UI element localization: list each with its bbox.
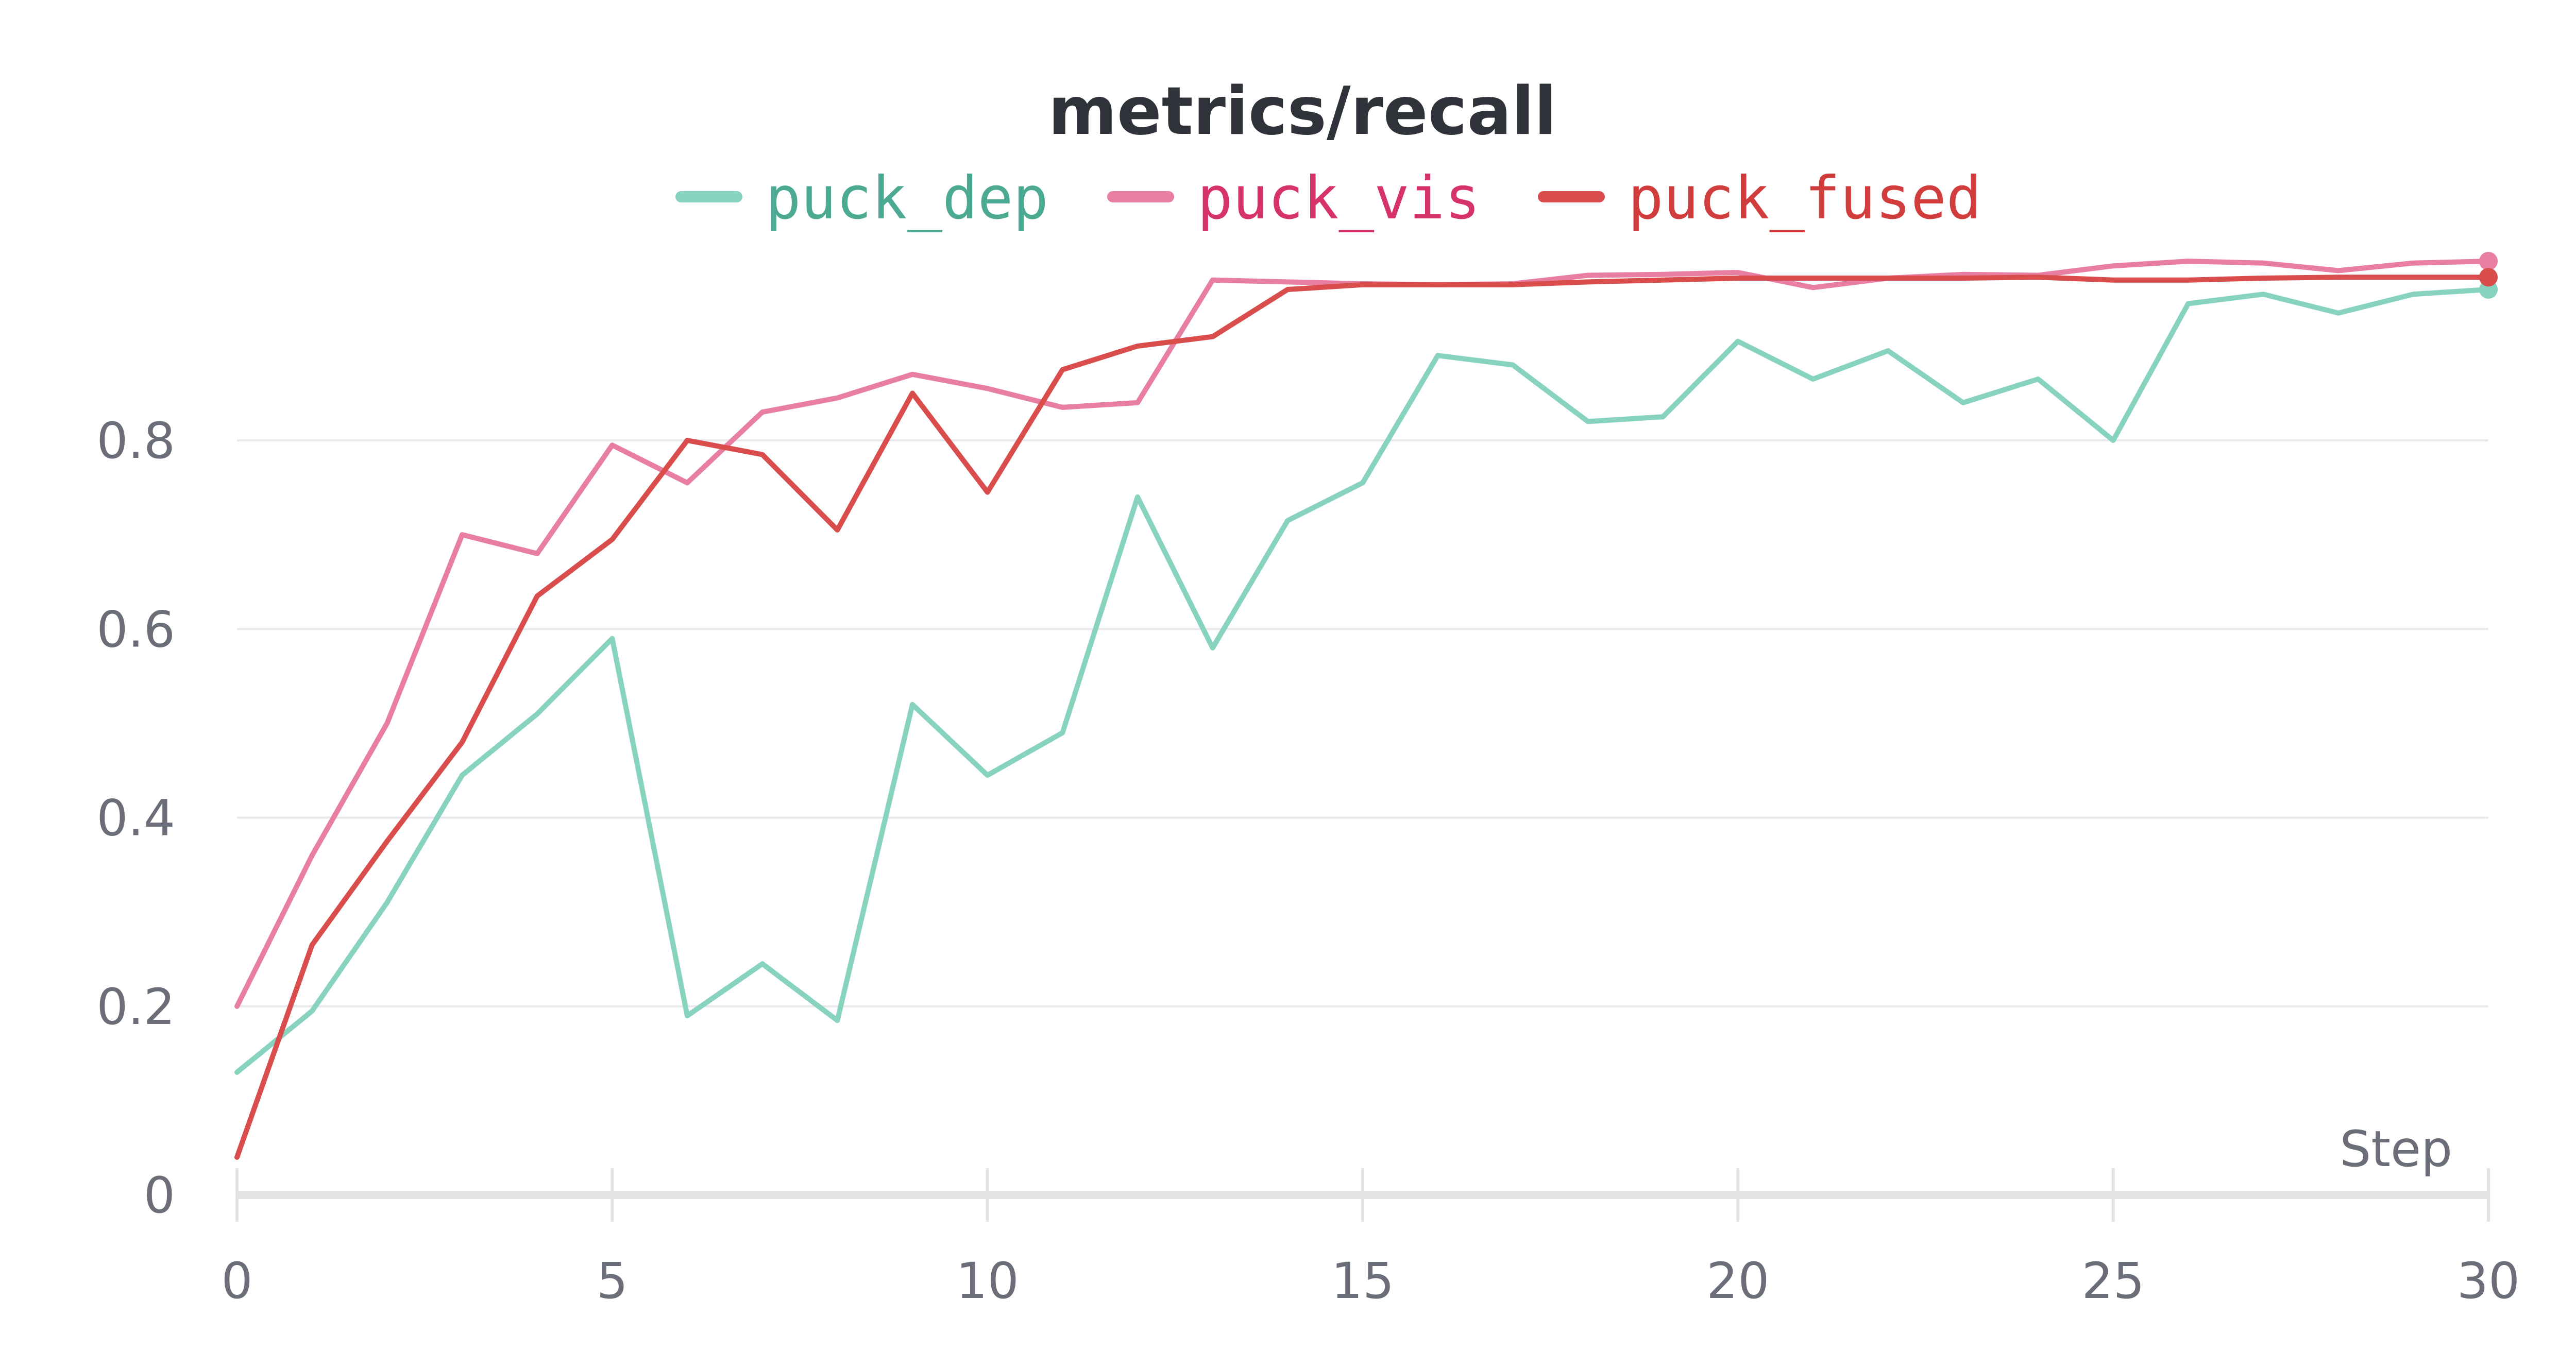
x-tick-label-1: 5 xyxy=(597,1252,628,1310)
y-tick-label-1: 0.2 xyxy=(96,978,175,1036)
legend-label-puck_dep: puck_dep xyxy=(766,164,1048,232)
x-tick-label-6: 30 xyxy=(2457,1252,2520,1310)
series-endpoint-puck_fused xyxy=(2479,268,2498,287)
series-endpoints xyxy=(2479,252,2498,299)
x-tick-labels: 0 5 10 15 20 25 30 xyxy=(221,1252,2520,1310)
x-tick-label-0: 0 xyxy=(221,1252,252,1310)
legend-item-puck_vis: puck_vis xyxy=(1107,164,1480,232)
x-tick-label-4: 20 xyxy=(1706,1252,1769,1310)
y-tick-label-4: 0.8 xyxy=(96,412,175,470)
y-tick-labels: 0 0.2 0.4 0.6 0.8 xyxy=(96,412,175,1224)
chart-title: metrics/recall xyxy=(1048,73,1556,150)
axes xyxy=(235,1168,2490,1222)
x-tick-label-5: 25 xyxy=(2082,1252,2145,1310)
y-tick-label-2: 0.4 xyxy=(96,790,175,847)
y-tick-label-3: 0.6 xyxy=(96,601,175,658)
series-line-puck_dep xyxy=(234,287,2491,1075)
series-endpoint-puck_vis xyxy=(2479,252,2498,271)
gridlines xyxy=(237,439,2488,1007)
series-line-puck_fused xyxy=(234,275,2491,1160)
x-axis-label: Step xyxy=(2340,1120,2452,1178)
x-tick-label-3: 15 xyxy=(1331,1252,1394,1310)
legend-item-puck_fused: puck_fused xyxy=(1538,164,1981,232)
series-lines xyxy=(234,259,2491,1160)
legend-label-puck_vis: puck_vis xyxy=(1197,164,1480,232)
legend: puck_dep puck_vis puck_fused xyxy=(675,164,1981,232)
x-tick-label-2: 10 xyxy=(956,1252,1019,1310)
legend-label-puck_fused: puck_fused xyxy=(1628,164,1981,232)
y-tick-label-0: 0 xyxy=(144,1167,175,1224)
legend-item-puck_dep: puck_dep xyxy=(675,164,1048,232)
